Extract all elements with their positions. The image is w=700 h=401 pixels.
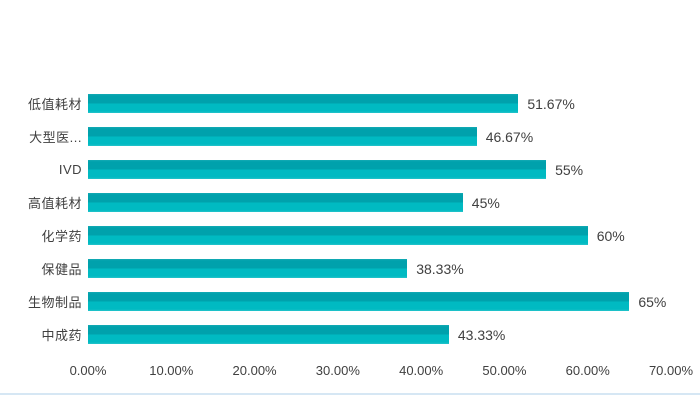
category-label: 化学药 <box>41 229 82 244</box>
value-label: 43.33% <box>457 326 506 343</box>
value-label: 60% <box>596 227 625 244</box>
x-axis-tick-label: 50.00% <box>482 363 527 378</box>
x-axis-tick-label: 60.00% <box>565 363 610 378</box>
chart-plot-area: 低值耗材 51.67% 大型医... 46.67% IVD 55% 高值耗材 45% 化学药 60… <box>0 87 700 351</box>
chart-row: 低值耗材 51.67% <box>0 87 700 120</box>
bar <box>88 226 588 245</box>
bar <box>88 193 463 212</box>
chart-row: 化学药 60% <box>0 219 700 252</box>
bar-track: 51.67% <box>88 94 671 113</box>
x-axis-tick-label: 0.00% <box>69 363 107 378</box>
category-label: 中成药 <box>41 328 82 343</box>
value-label: 46.67% <box>485 128 534 145</box>
bar-track: 38.33% <box>88 259 671 278</box>
bar-track: 45% <box>88 193 671 212</box>
category-label: 大型医... <box>29 130 82 145</box>
bar-track: 55% <box>88 160 671 179</box>
bar-track: 43.33% <box>88 325 671 344</box>
chart-row: 高值耗材 45% <box>0 186 700 219</box>
value-label: 45% <box>471 194 500 211</box>
value-label: 38.33% <box>416 260 464 277</box>
x-axis-tick-label: 40.00% <box>399 363 444 378</box>
x-axis-tick-label: 10.00% <box>149 363 194 378</box>
bar <box>88 259 408 278</box>
chart-row: 保健品 38.33% <box>0 252 700 285</box>
bar <box>88 127 477 146</box>
bar <box>88 160 547 179</box>
category-label: 生物制品 <box>27 295 82 310</box>
bar-track: 46.67% <box>88 127 671 146</box>
bar <box>88 325 449 344</box>
x-axis-tick-label: 30.00% <box>315 363 360 378</box>
bar <box>88 94 519 113</box>
value-label: 55% <box>555 161 584 178</box>
category-label: IVD <box>58 162 82 177</box>
chart-row: IVD 55% <box>0 153 700 186</box>
x-axis: 0.00% 10.00% 20.00% 30.00% 40.00% 50.00% 60.00… <box>70 363 693 381</box>
category-label: 高值耗材 <box>27 196 82 211</box>
x-axis-tick-label: 20.00% <box>232 363 277 378</box>
bar-track: 65% <box>88 292 671 311</box>
value-label: 51.67% <box>527 95 575 112</box>
category-label: 保健品 <box>41 262 82 277</box>
category-label: 低值耗材 <box>27 97 82 112</box>
bar <box>88 292 630 311</box>
chart-row: 生物制品 65% <box>0 285 700 318</box>
x-axis-tick-label: 70.00% <box>648 363 694 378</box>
value-label: 65% <box>638 293 667 310</box>
bottom-divider-line <box>0 393 700 395</box>
chart-row: 中成药 43.33% <box>0 318 700 351</box>
bar-track: 60% <box>88 226 671 245</box>
chart-row: 大型医... 46.67% <box>0 120 700 153</box>
